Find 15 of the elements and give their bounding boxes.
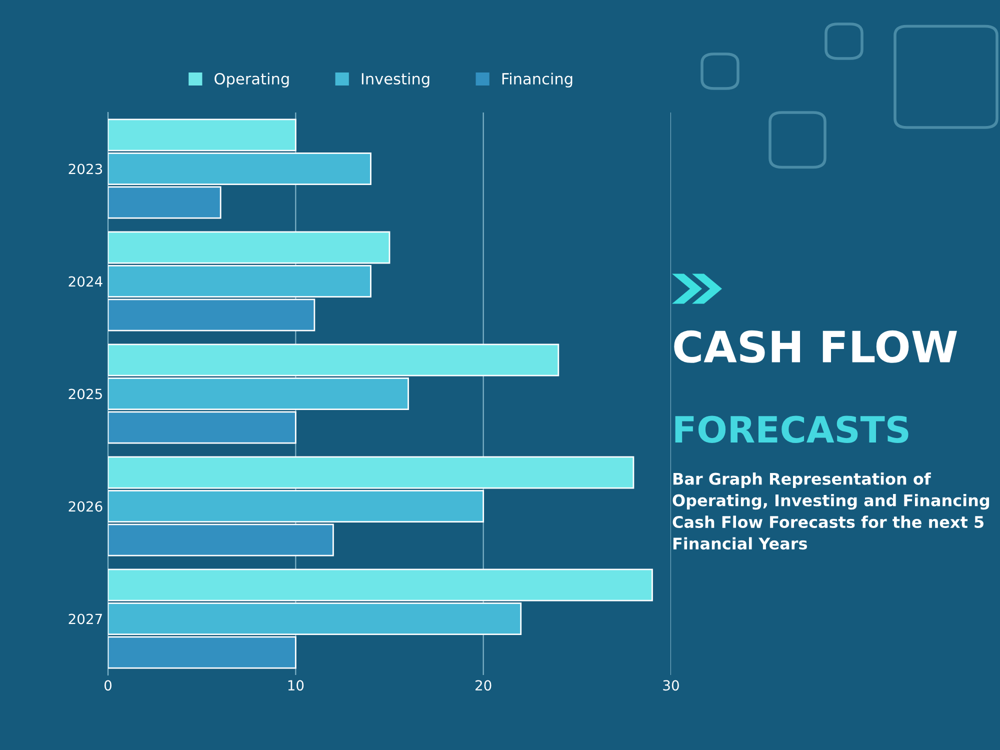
y-tick-label: 2027 — [68, 614, 102, 624]
x-tick-label: 30 — [663, 680, 679, 691]
text: FORECASTS — [675, 416, 908, 444]
legend-label: Financing — [502, 72, 572, 88]
text: Bar Graph Representation of Operating, Investing and Financing Cash Flow Forecasts for the next 5 Financial Years — [672, 472, 990, 550]
x-tick-label: 0 — [104, 680, 112, 691]
y-tick-label: 2024 — [68, 276, 102, 287]
x-tick-label: 10 — [288, 680, 304, 691]
y-tick-label: 2025 — [68, 388, 102, 400]
text: CASH FLOW — [674, 330, 957, 363]
y-tick-label: 2023 — [68, 164, 102, 174]
legend-label: Operating — [214, 72, 289, 88]
x-tick-label: 20 — [476, 680, 492, 691]
legend-label: Investing — [362, 72, 430, 88]
y-tick-label: 2026 — [68, 501, 102, 512]
